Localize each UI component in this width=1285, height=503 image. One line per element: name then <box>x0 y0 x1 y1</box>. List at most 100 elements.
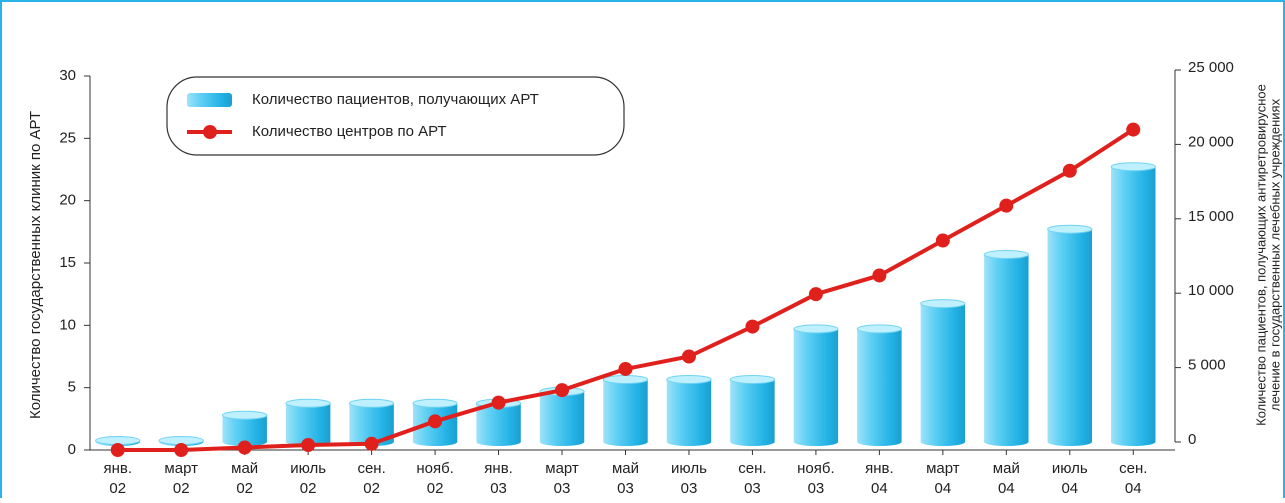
bar <box>158 436 204 446</box>
bar-part <box>476 403 521 442</box>
bar-part <box>539 391 585 442</box>
y2-axis-label: Количество пациентов, получающих антирет… <box>1253 84 1268 426</box>
x-tick-label: 03 <box>490 480 507 497</box>
x-tick-label: 04 <box>935 480 952 497</box>
x-tick-label: 04 <box>998 480 1015 497</box>
bar-part <box>730 379 775 442</box>
x-tick-label: май <box>231 460 258 477</box>
y-tick-label: 30 <box>59 67 76 84</box>
bar-part <box>666 375 712 385</box>
bar-part <box>349 403 394 442</box>
x-tick-label: июль <box>671 460 707 477</box>
x-tick-label: 04 <box>1125 480 1142 497</box>
line-marker <box>1126 122 1141 137</box>
y-tick-label: 0 <box>68 441 76 458</box>
line-marker <box>301 438 316 453</box>
x-tick-label: 03 <box>617 480 634 497</box>
x-tick-label: июль <box>1052 460 1088 477</box>
bar <box>920 299 966 446</box>
x-tick-label: май <box>612 460 639 477</box>
x-tick-label: июль <box>290 460 326 477</box>
bar <box>475 398 522 446</box>
line-marker <box>935 233 950 248</box>
x-tick-label: 02 <box>109 480 126 497</box>
line-marker <box>999 198 1014 213</box>
y-tick-label: 10 <box>59 316 76 333</box>
y2-tick-label: 5 000 <box>1188 357 1226 374</box>
x-tick-label: март <box>926 460 960 477</box>
y2-tick-label: 10 000 <box>1188 282 1234 299</box>
x-tick-label: 04 <box>1061 480 1078 497</box>
bar-part <box>1047 229 1093 442</box>
bar-part <box>285 403 331 442</box>
y2-tick-label: 0 <box>1188 431 1196 448</box>
bar-part <box>729 375 776 385</box>
x-tick-label: 02 <box>300 480 317 497</box>
x-tick-label: 02 <box>363 480 380 497</box>
bar-part <box>856 324 903 334</box>
bar <box>285 398 331 446</box>
line-marker <box>110 443 125 457</box>
y2-tick-label: 15 000 <box>1188 208 1234 225</box>
bar-part <box>1111 166 1156 442</box>
bar-part <box>984 254 1029 442</box>
bar <box>221 410 268 446</box>
x-tick-label: март <box>545 460 579 477</box>
bar-part <box>793 324 839 334</box>
legend-label: Количество центров по АРТ <box>252 123 447 140</box>
x-tick-label: 02 <box>173 480 190 497</box>
y-axis-label: Количество государственных клиник по АРТ <box>27 111 44 419</box>
legend-swatch <box>203 125 217 139</box>
bar <box>602 375 649 446</box>
bar-part <box>666 379 712 442</box>
x-tick-label: янв. <box>484 460 513 477</box>
legend-swatch <box>187 93 232 107</box>
x-tick-label: 03 <box>554 480 571 497</box>
y-tick-label: 25 <box>59 129 76 146</box>
x-tick-label: янв. <box>865 460 894 477</box>
line-marker <box>808 287 823 302</box>
bar-part <box>603 379 648 442</box>
bar <box>856 324 903 446</box>
x-tick-label: март <box>164 460 198 477</box>
line-marker <box>745 319 760 334</box>
bar-part <box>920 303 966 442</box>
bar <box>1110 162 1156 446</box>
bar-part <box>920 299 966 309</box>
line-marker <box>428 414 443 429</box>
x-tick-label: 04 <box>871 480 888 497</box>
bar-part <box>793 328 839 442</box>
bar-part <box>285 398 331 408</box>
bar-part <box>412 398 458 408</box>
x-tick-label: 02 <box>427 480 444 497</box>
x-tick-label: нояб. <box>416 460 454 477</box>
bar <box>729 375 776 446</box>
line-marker <box>681 349 696 364</box>
x-tick-label: 03 <box>808 480 825 497</box>
bar-part <box>1047 224 1093 234</box>
bar-part <box>221 410 268 420</box>
y-tick-label: 15 <box>59 254 76 271</box>
line-marker <box>364 436 379 451</box>
line-marker <box>618 361 633 376</box>
y2-tick-label: 20 000 <box>1188 133 1234 150</box>
y-tick-label: 20 <box>59 192 76 209</box>
line-marker <box>237 440 252 455</box>
legend-box <box>166 76 625 156</box>
y-tick-label: 5 <box>68 379 76 396</box>
x-tick-label: сен. <box>1119 460 1147 477</box>
line-marker <box>491 395 506 410</box>
bar-part <box>857 328 902 442</box>
bar <box>666 375 712 446</box>
x-tick-label: нояб. <box>797 460 835 477</box>
x-tick-label: 02 <box>236 480 253 497</box>
y2-axis-label: лечение в государственных лечебных учреж… <box>1267 98 1282 411</box>
bar <box>983 250 1030 446</box>
line-marker <box>872 268 887 283</box>
bar-part <box>1110 162 1156 172</box>
legend-label: Количество пациентов, получающих АРТ <box>252 91 539 108</box>
bar-part <box>983 250 1030 260</box>
y2-tick-label: 25 000 <box>1188 59 1234 76</box>
line-marker <box>1062 163 1077 178</box>
